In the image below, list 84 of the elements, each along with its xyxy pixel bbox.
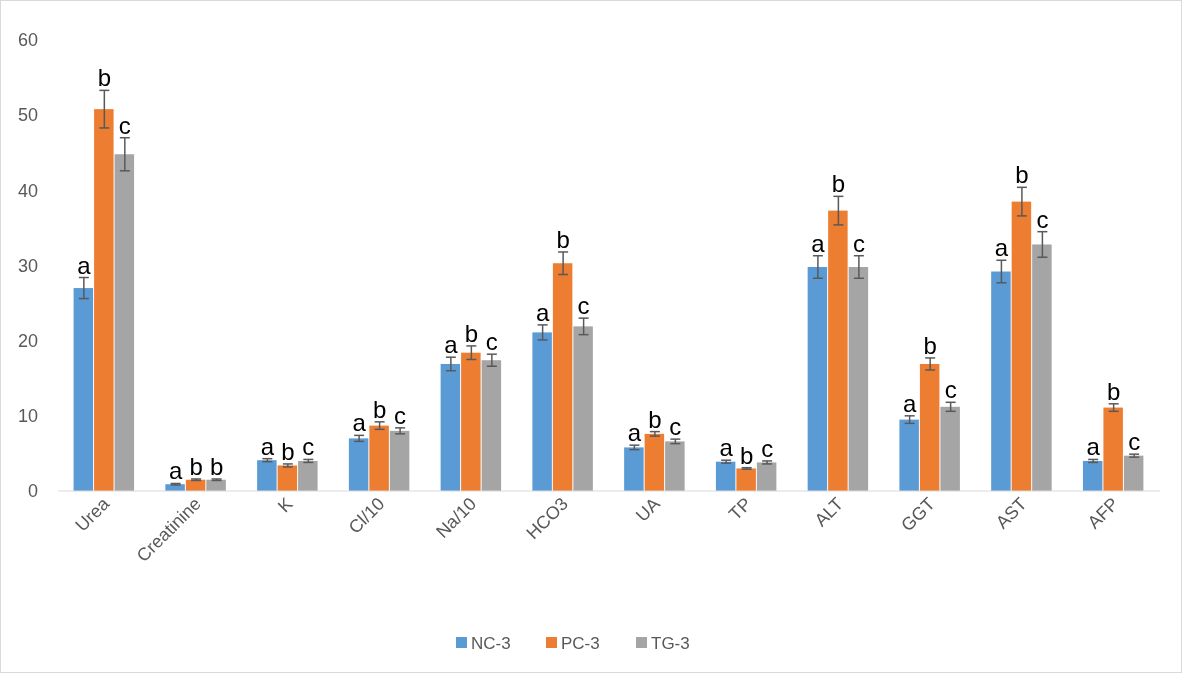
data-label: b <box>464 319 479 347</box>
legend-label: NC-3 <box>471 633 511 653</box>
x-tick-label: TP <box>725 493 756 525</box>
data-label: b <box>556 225 570 253</box>
bar <box>665 441 685 491</box>
data-label: b <box>739 441 754 469</box>
bar <box>94 109 114 491</box>
data-label: a <box>994 234 1009 262</box>
data-label: c <box>577 292 590 320</box>
bar <box>277 465 298 491</box>
bar <box>573 326 593 491</box>
legend-label: TG-3 <box>651 633 690 653</box>
bar <box>532 332 552 491</box>
bar <box>1082 460 1103 491</box>
y-tick-label: 30 <box>17 255 38 276</box>
data-label: b <box>648 405 662 433</box>
data-label: b <box>831 170 846 198</box>
data-label: a <box>902 389 917 417</box>
bar <box>828 210 848 491</box>
bar <box>348 438 369 491</box>
data-label: a <box>352 409 367 437</box>
legend-label: PC-3 <box>561 633 600 653</box>
data-label: c <box>485 328 498 356</box>
x-tick-label: UA <box>631 493 664 526</box>
y-tick-label: 0 <box>27 481 38 502</box>
y-tick-label: 40 <box>17 180 38 201</box>
data-label: a <box>77 251 92 279</box>
data-label: c <box>302 433 315 461</box>
data-label: a <box>168 457 183 485</box>
bar <box>736 468 756 491</box>
bar <box>624 447 644 491</box>
data-label: b <box>923 331 937 359</box>
bar <box>481 360 502 491</box>
data-label: a <box>535 298 550 326</box>
data-label: b <box>372 395 387 423</box>
bar <box>389 430 410 491</box>
bar <box>715 461 736 491</box>
data-label: c <box>944 376 957 404</box>
data-label: a <box>260 432 275 460</box>
data-label: a <box>627 419 642 447</box>
bar <box>899 419 919 491</box>
x-tick-label: K <box>274 493 297 517</box>
y-tick-label: 10 <box>17 406 38 427</box>
data-label: b <box>209 452 224 480</box>
bar <box>114 154 135 491</box>
bar <box>1011 201 1032 491</box>
bar <box>940 406 960 491</box>
data-label: a <box>719 434 734 462</box>
bar <box>461 352 481 491</box>
bar <box>1032 244 1052 491</box>
data-label: c <box>118 111 131 139</box>
data-label: a <box>811 229 826 257</box>
bar <box>440 363 461 491</box>
data-label: b <box>1015 161 1029 189</box>
bar <box>756 462 777 491</box>
data-label: b <box>189 452 203 480</box>
bar <box>552 263 573 491</box>
bar <box>1103 407 1123 491</box>
y-tick-label: 20 <box>17 330 38 351</box>
bar <box>991 271 1011 491</box>
data-label: b <box>97 64 112 92</box>
bar <box>257 460 277 491</box>
bar <box>298 460 318 491</box>
y-tick-label: 60 <box>17 30 38 51</box>
bar <box>369 425 389 491</box>
data-label: c <box>1128 428 1141 456</box>
bar <box>206 479 226 491</box>
data-label: c <box>852 229 865 257</box>
data-label: a <box>1086 433 1101 461</box>
bar <box>1123 455 1144 491</box>
bar <box>644 433 665 491</box>
bar <box>807 267 828 491</box>
data-label: b <box>1106 377 1121 405</box>
bar <box>73 288 94 491</box>
bar <box>848 267 869 491</box>
data-label: c <box>761 434 774 462</box>
data-label: c <box>394 401 407 429</box>
data-label: b <box>281 437 295 465</box>
y-tick-label: 50 <box>17 105 38 126</box>
data-label: c <box>1036 205 1049 233</box>
data-label: c <box>669 413 682 441</box>
data-label: a <box>444 331 459 359</box>
bar <box>919 363 940 491</box>
x-tick-label: Urea <box>71 492 114 536</box>
